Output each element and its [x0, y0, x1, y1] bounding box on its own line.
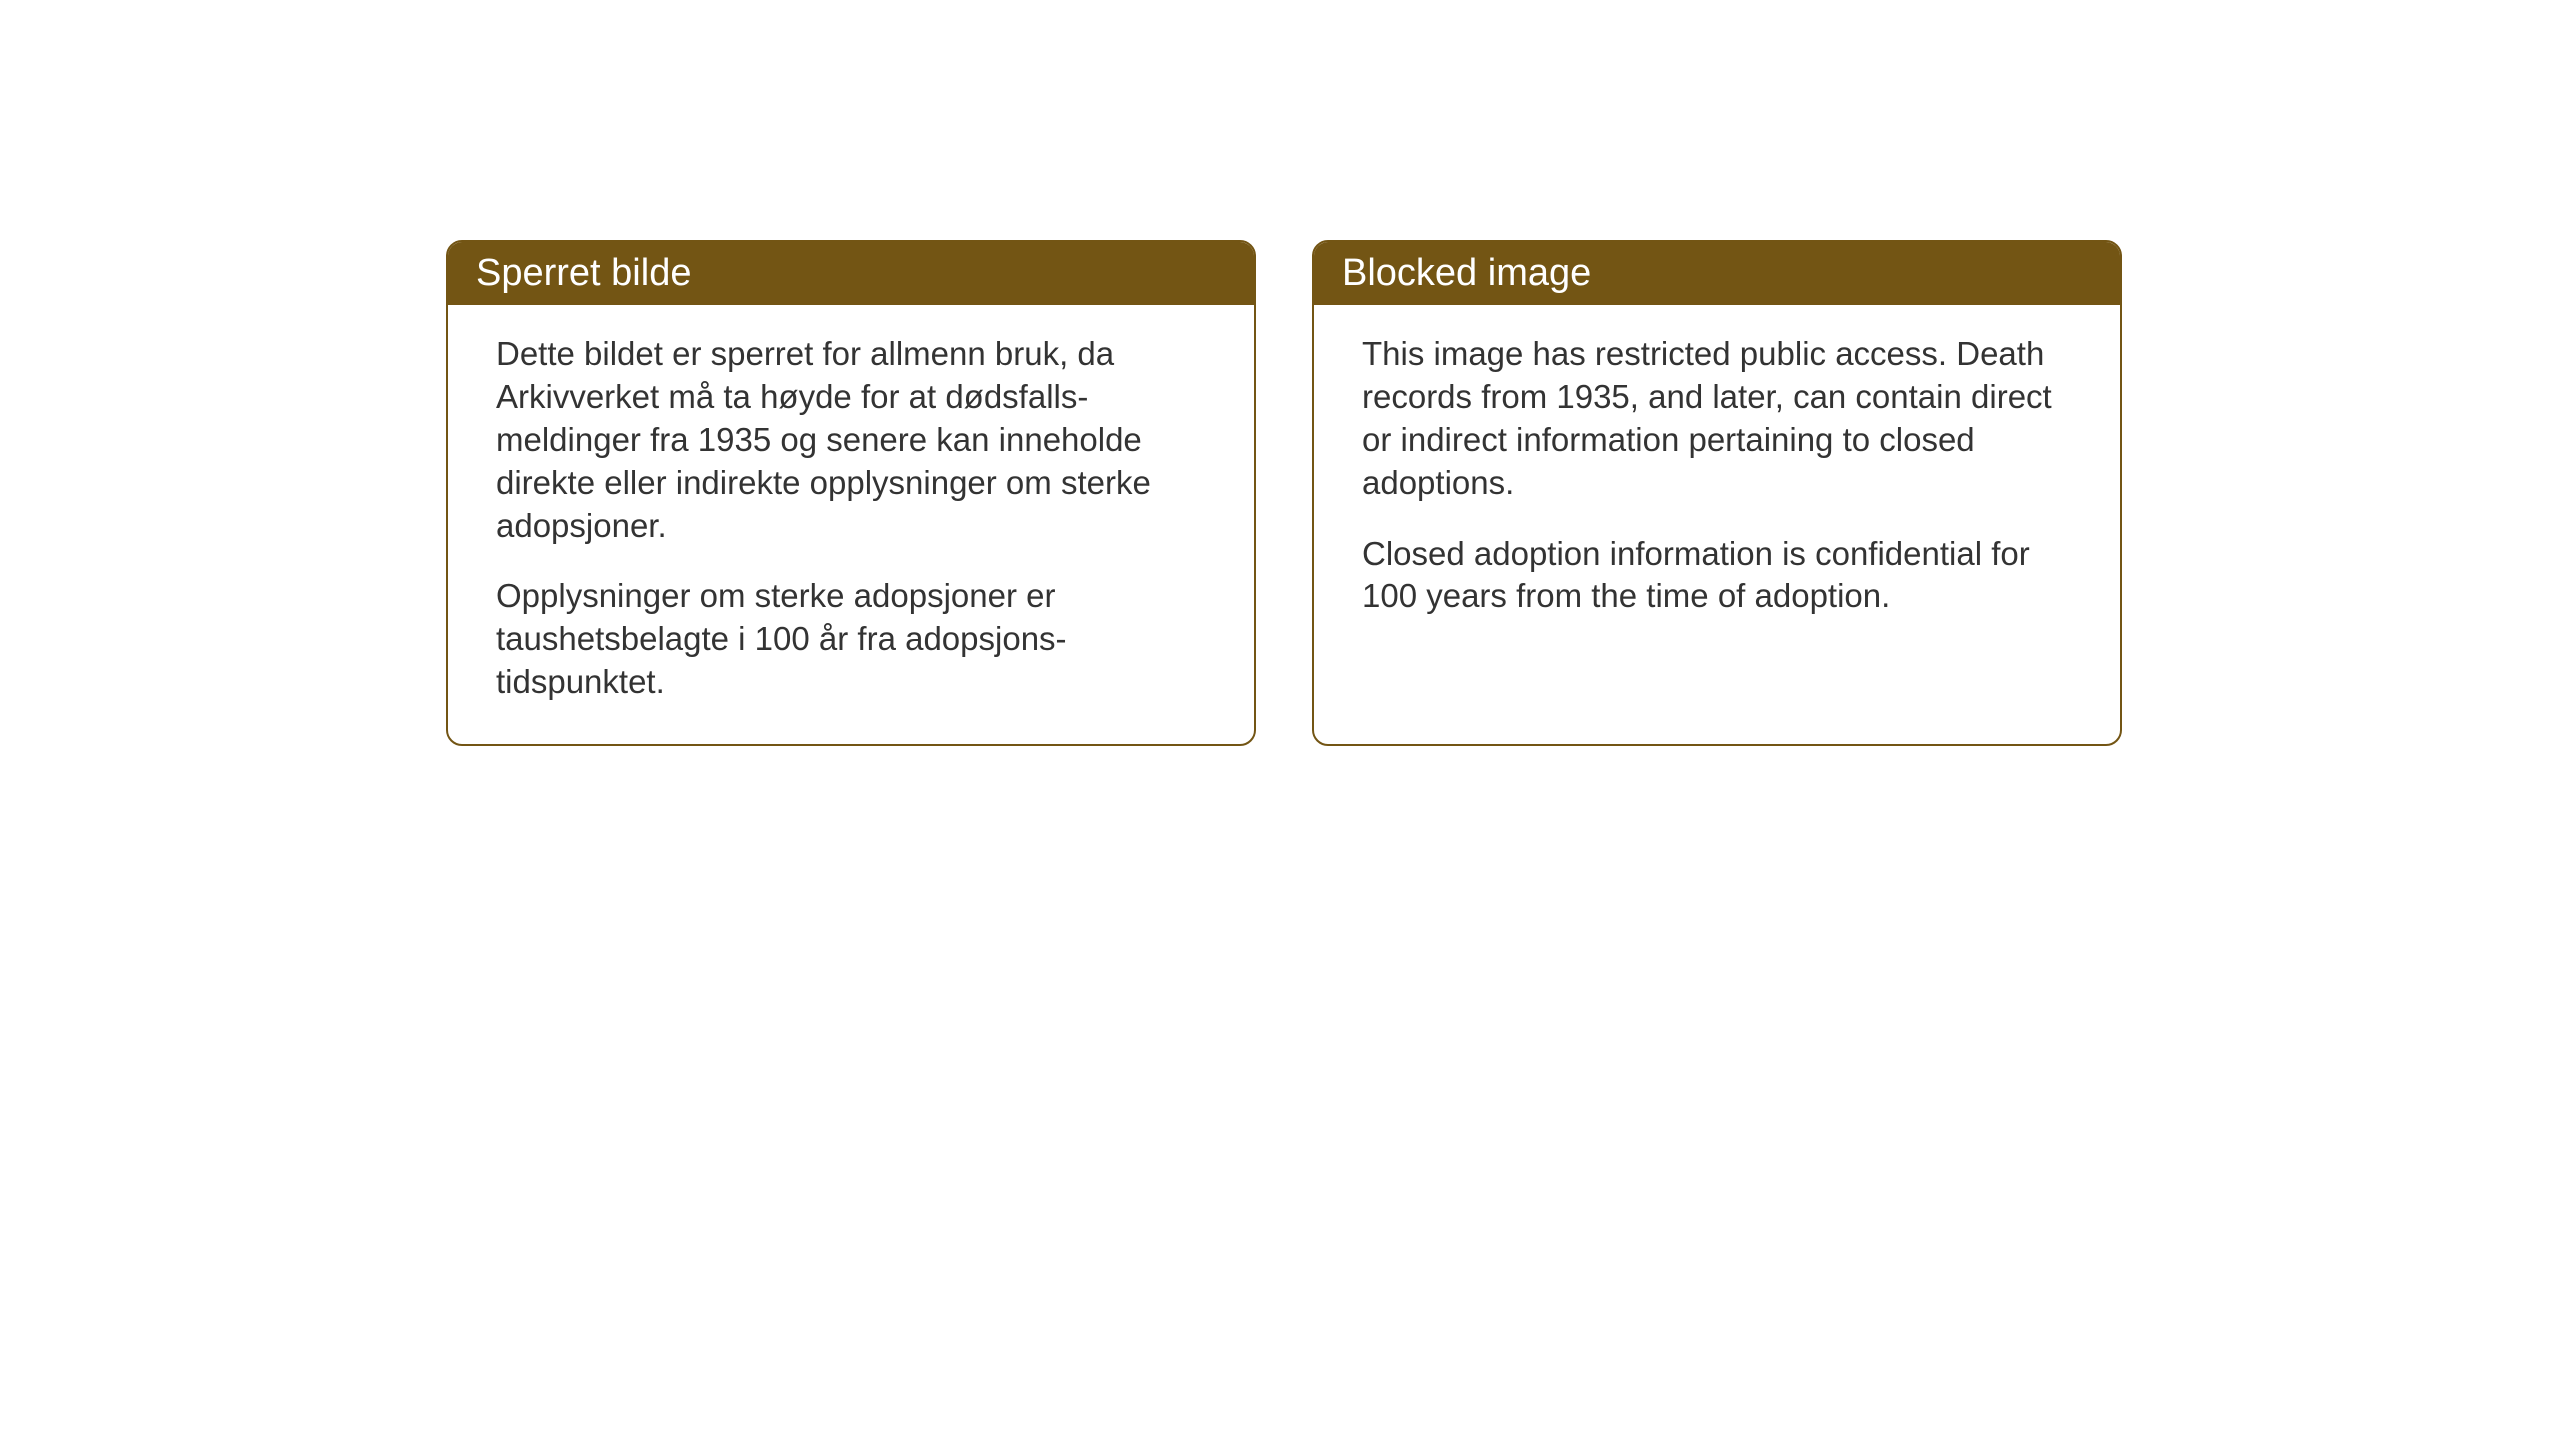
english-card-body: This image has restricted public access.…	[1314, 305, 2120, 658]
english-paragraph-1: This image has restricted public access.…	[1362, 333, 2072, 505]
english-notice-card: Blocked image This image has restricted …	[1312, 240, 2122, 746]
norwegian-card-title: Sperret bilde	[448, 242, 1254, 305]
english-paragraph-2: Closed adoption information is confident…	[1362, 533, 2072, 619]
notice-container: Sperret bilde Dette bildet er sperret fo…	[446, 240, 2122, 746]
norwegian-paragraph-2: Opplysninger om sterke adopsjoner er tau…	[496, 575, 1206, 704]
norwegian-notice-card: Sperret bilde Dette bildet er sperret fo…	[446, 240, 1256, 746]
norwegian-card-body: Dette bildet er sperret for allmenn bruk…	[448, 305, 1254, 744]
english-card-title: Blocked image	[1314, 242, 2120, 305]
norwegian-paragraph-1: Dette bildet er sperret for allmenn bruk…	[496, 333, 1206, 547]
